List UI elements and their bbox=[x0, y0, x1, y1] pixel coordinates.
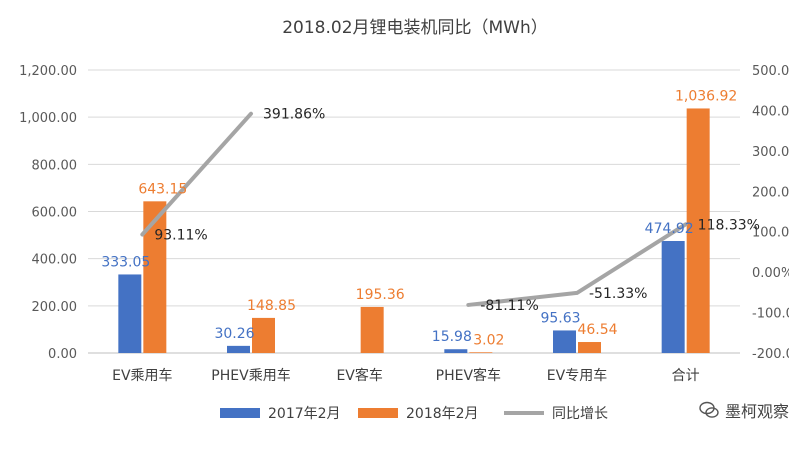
growth-line-segment bbox=[140, 111, 253, 237]
category-label: 合计 bbox=[672, 368, 700, 384]
bar-series1 bbox=[227, 345, 250, 353]
watermark: 墨柯观察 bbox=[699, 393, 789, 427]
right-tick-label: 300.00% bbox=[752, 145, 789, 160]
legend-label: 2018年2月 bbox=[406, 406, 479, 422]
category-label: PHEV乘用车 bbox=[211, 367, 290, 384]
bar-series2 bbox=[578, 342, 601, 353]
bar-value-label: 15.98 bbox=[432, 329, 472, 345]
bar-value-label: 30.26 bbox=[214, 326, 254, 342]
left-axis-tick-labels: 0.00 200.00 400.00 600.00 800.00 1,000.00 1,20… bbox=[19, 64, 77, 362]
right-tick-label: -200.00% bbox=[752, 347, 789, 362]
left-tick-label: 1,000.00 bbox=[19, 111, 77, 126]
bar-value-label: 148.85 bbox=[247, 298, 296, 314]
growth-value-label: -81.11% bbox=[480, 298, 538, 314]
left-tick-label: 200.00 bbox=[32, 300, 78, 315]
bar-value-label: 1,036.92 bbox=[675, 88, 737, 104]
legend: 2017年2月 2018年2月 同比增长 bbox=[220, 406, 608, 422]
bar-series2 bbox=[360, 306, 384, 353]
left-tick-label: 800.00 bbox=[32, 158, 78, 173]
left-tick-label: 1,200.00 bbox=[19, 64, 77, 79]
left-tick-label: 600.00 bbox=[32, 206, 78, 221]
bar-value-label: 333.05 bbox=[101, 254, 150, 270]
chart-title: 2018.02月锂电装机同比（MWh） bbox=[282, 18, 548, 38]
bar-series2 bbox=[143, 201, 167, 353]
bar-series1 bbox=[553, 330, 576, 353]
growth-value-label: 391.86% bbox=[263, 107, 325, 123]
growth-value-label: -51.33% bbox=[589, 286, 647, 302]
growth-line-segment bbox=[466, 222, 688, 307]
left-tick-label: 400.00 bbox=[32, 253, 78, 268]
bar-series1 bbox=[444, 349, 468, 353]
bar-value-label: 95.63 bbox=[540, 310, 580, 326]
bar-series1 bbox=[661, 240, 685, 353]
bar-value-label: 195.36 bbox=[356, 287, 405, 303]
category-label: EV专用车 bbox=[547, 367, 607, 384]
right-tick-label: 500.00% bbox=[752, 64, 789, 79]
wechat-icon bbox=[699, 400, 719, 420]
legend-label: 同比增长 bbox=[552, 406, 608, 422]
legend-swatch bbox=[220, 408, 260, 418]
bar-series2 bbox=[469, 352, 493, 353]
bars bbox=[118, 108, 710, 353]
right-tick-label: 400.00% bbox=[752, 104, 789, 119]
bar-series2 bbox=[252, 317, 275, 353]
bar-value-label: 3.02 bbox=[473, 332, 504, 348]
category-label: EV客车 bbox=[336, 367, 382, 384]
right-axis-tick-labels: -200.00% -100.00% 0.00% 100.00% 200.00% 300.0… bbox=[752, 64, 789, 362]
left-tick-label: 0.00 bbox=[48, 347, 77, 362]
bar-value-label: 46.54 bbox=[577, 322, 617, 338]
bar-value-label: 643.15 bbox=[138, 181, 187, 197]
growth-value-label: 118.33% bbox=[698, 217, 760, 233]
bar-value-label: 474.92 bbox=[645, 221, 694, 237]
category-label: EV乘用车 bbox=[112, 367, 172, 384]
right-tick-label: 100.00% bbox=[752, 226, 789, 241]
bar-series1 bbox=[118, 274, 142, 353]
data-labels: 333.05 643.15 30.26 148.85 195.36 15.98 3.02 95… bbox=[101, 88, 760, 348]
legend-label: 2017年2月 bbox=[268, 406, 341, 422]
legend-swatch bbox=[358, 408, 398, 418]
bar-series2 bbox=[686, 108, 710, 353]
growth-value-label: 93.11% bbox=[154, 227, 207, 243]
right-tick-label: 0.00% bbox=[752, 266, 789, 281]
watermark-text: 墨柯观察 bbox=[724, 402, 789, 421]
category-labels: EV乘用车 PHEV乘用车 EV客车 PHEV客车 EV专用车 合计 bbox=[112, 367, 700, 384]
right-tick-label: -100.00% bbox=[752, 307, 789, 322]
gridlines bbox=[88, 69, 740, 354]
growth-line bbox=[140, 111, 688, 307]
right-tick-label: 200.00% bbox=[752, 185, 789, 200]
category-label: PHEV客车 bbox=[436, 367, 501, 384]
